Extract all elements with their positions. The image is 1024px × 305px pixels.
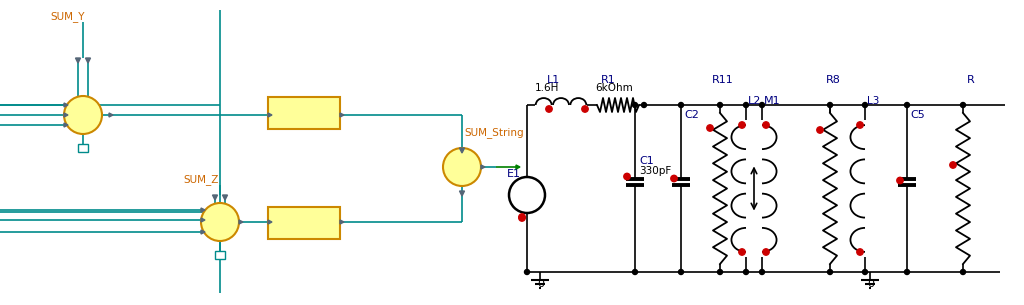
Bar <box>268 97 340 129</box>
Text: C2: C2 <box>684 110 698 120</box>
Circle shape <box>743 102 749 107</box>
Circle shape <box>827 102 833 107</box>
Text: GAIN_Z: GAIN_Z <box>285 205 324 216</box>
Bar <box>215 251 225 259</box>
Circle shape <box>707 125 713 131</box>
Polygon shape <box>201 208 205 212</box>
Circle shape <box>857 249 863 255</box>
Circle shape <box>519 214 525 220</box>
Text: +: + <box>74 105 92 125</box>
Bar <box>268 207 340 239</box>
Circle shape <box>443 148 481 186</box>
Circle shape <box>718 102 723 107</box>
Circle shape <box>857 122 863 128</box>
Text: SUM_Y: SUM_Y <box>50 11 85 22</box>
Polygon shape <box>481 165 485 169</box>
Circle shape <box>743 270 749 274</box>
Circle shape <box>760 102 765 107</box>
Circle shape <box>624 173 630 180</box>
Text: L1: L1 <box>547 75 560 85</box>
Polygon shape <box>201 230 205 234</box>
Circle shape <box>641 102 646 107</box>
Polygon shape <box>201 218 205 222</box>
Circle shape <box>679 102 683 107</box>
Polygon shape <box>213 195 217 200</box>
Circle shape <box>950 162 956 168</box>
Circle shape <box>961 102 966 107</box>
Circle shape <box>738 249 745 255</box>
Text: E1: E1 <box>507 169 521 179</box>
Polygon shape <box>222 195 227 200</box>
Text: R1: R1 <box>601 75 615 85</box>
Circle shape <box>827 270 833 274</box>
Text: L2: L2 <box>748 96 762 106</box>
Circle shape <box>671 175 677 182</box>
Polygon shape <box>76 58 81 63</box>
Circle shape <box>519 215 525 221</box>
Circle shape <box>546 106 552 112</box>
Polygon shape <box>63 113 68 117</box>
Text: SUM_Z: SUM_Z <box>183 174 218 185</box>
Text: GAIN: GAIN <box>287 106 322 120</box>
Circle shape <box>817 127 823 133</box>
Polygon shape <box>516 165 520 169</box>
Polygon shape <box>109 113 113 117</box>
Text: +: + <box>211 212 229 232</box>
Polygon shape <box>460 148 465 153</box>
Bar <box>78 144 88 152</box>
Text: −: − <box>520 195 534 210</box>
Circle shape <box>904 270 909 274</box>
Text: +: + <box>453 157 471 177</box>
Text: 330pF: 330pF <box>639 167 672 177</box>
Text: R8: R8 <box>826 75 841 85</box>
Polygon shape <box>340 113 344 117</box>
Text: 0: 0 <box>537 279 544 289</box>
Text: C1: C1 <box>639 156 653 167</box>
Polygon shape <box>63 123 68 127</box>
Circle shape <box>718 270 723 274</box>
Text: 6kOhm: 6kOhm <box>595 83 633 93</box>
Circle shape <box>862 102 867 107</box>
Text: 0: 0 <box>867 279 874 289</box>
Text: GAIN: GAIN <box>287 217 322 229</box>
Circle shape <box>904 102 909 107</box>
Text: GAIN_Y: GAIN_Y <box>286 95 323 106</box>
Circle shape <box>961 270 966 274</box>
Circle shape <box>201 203 239 241</box>
Text: R: R <box>967 75 975 85</box>
Text: M1: M1 <box>764 96 780 106</box>
Polygon shape <box>460 191 465 196</box>
Text: +: + <box>521 182 532 196</box>
Polygon shape <box>85 58 90 63</box>
Circle shape <box>862 270 867 274</box>
Circle shape <box>633 102 638 107</box>
Circle shape <box>524 270 529 274</box>
Circle shape <box>633 270 638 274</box>
Circle shape <box>738 122 745 128</box>
Text: C5: C5 <box>910 110 925 120</box>
Circle shape <box>763 249 769 255</box>
Circle shape <box>679 270 683 274</box>
Circle shape <box>760 270 765 274</box>
Text: R11: R11 <box>712 75 734 85</box>
Circle shape <box>509 177 545 213</box>
Polygon shape <box>63 103 68 107</box>
Polygon shape <box>268 220 272 224</box>
Circle shape <box>582 106 588 112</box>
Polygon shape <box>268 113 272 117</box>
Text: SUM_String: SUM_String <box>464 127 523 138</box>
Circle shape <box>897 177 903 184</box>
Text: 1.6H: 1.6H <box>535 83 559 93</box>
Polygon shape <box>239 220 243 224</box>
Polygon shape <box>340 220 344 224</box>
Circle shape <box>63 96 102 134</box>
Circle shape <box>763 122 769 128</box>
Text: L3: L3 <box>867 96 880 106</box>
